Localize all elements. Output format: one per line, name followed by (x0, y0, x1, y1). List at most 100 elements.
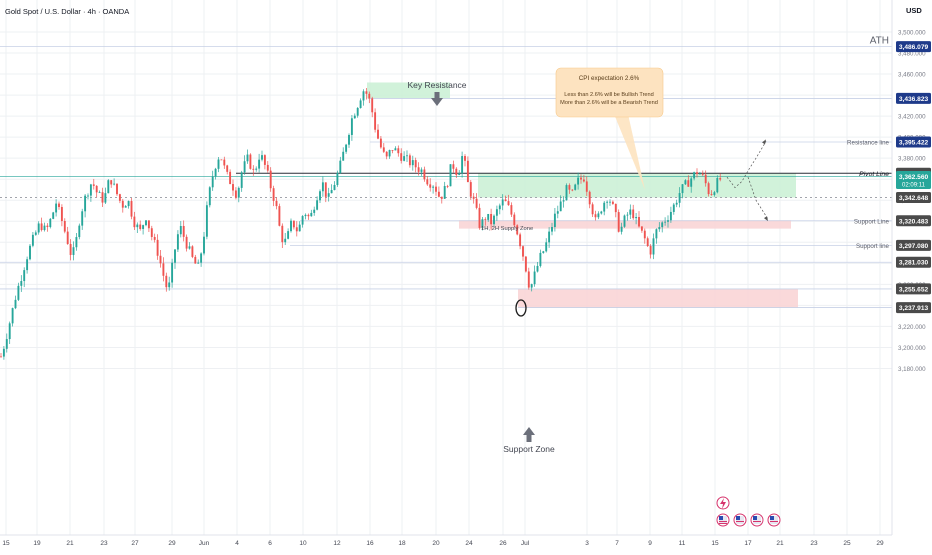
x-tick-label: 21 (66, 540, 74, 547)
candle-body (527, 271, 530, 288)
candle-body (562, 200, 565, 202)
candle-body (301, 216, 304, 225)
candle-body (226, 165, 229, 172)
candle-body (669, 211, 672, 221)
y-tick-label: 3,380.000 (898, 156, 926, 163)
candle-body (336, 172, 339, 185)
candle-body (542, 251, 545, 253)
candle-body (275, 200, 278, 207)
candle-body (437, 191, 440, 197)
candle-body (214, 168, 217, 177)
candle-body (194, 256, 197, 264)
x-tick-label: 23 (100, 540, 108, 547)
candle-body (698, 173, 701, 175)
candle-body (533, 271, 536, 285)
candle-body (391, 150, 394, 151)
candle-body (43, 225, 46, 231)
candle-body (403, 156, 406, 161)
candle-body (249, 154, 252, 169)
candle-body (582, 179, 585, 182)
x-tick-label: Jul (521, 540, 530, 547)
time-axis[interactable]: 15 19 21 23 27 29 Jun 4 6 10 12 16 18 20 24 26 Jul 3 7 9 11 1… (2, 540, 884, 547)
candle-body (8, 323, 11, 340)
candle-body (26, 259, 29, 271)
candle-body (75, 237, 78, 248)
price-badge-label: 3,395.422 (899, 139, 929, 146)
candle-body (185, 236, 188, 249)
candle-body (443, 186, 446, 199)
candle-body (643, 230, 646, 239)
candle-body (597, 213, 600, 218)
zone-rect (518, 288, 798, 308)
us-flag-event-icon (750, 513, 764, 527)
time-axis-background (0, 535, 932, 550)
candle-body (519, 234, 522, 247)
candle-body (23, 270, 26, 282)
candle-body (530, 284, 533, 288)
candle-body (498, 205, 501, 210)
candle-body (652, 238, 655, 255)
candle-body (609, 201, 611, 203)
candle-body (414, 160, 417, 168)
candle-body (513, 214, 516, 226)
x-tick-label: 20 (432, 540, 440, 547)
candle-body (165, 275, 168, 288)
x-tick-label: 3 (585, 540, 589, 547)
candle-body (417, 167, 420, 172)
y-tick-label: 3,180.000 (898, 366, 926, 373)
candle-body (716, 178, 719, 193)
price-badge-label: 3,281.030 (899, 260, 929, 267)
candle-body (545, 242, 548, 252)
candle-body (458, 173, 461, 175)
candle-body (150, 228, 153, 237)
y-tick-label: 3,460.000 (898, 72, 926, 79)
candle-body (374, 112, 377, 130)
candle-body (29, 245, 31, 260)
candle-body (60, 207, 63, 221)
price-badge-label: 3,320.483 (899, 218, 929, 225)
x-tick-label: 18 (398, 540, 406, 547)
candle-body (272, 188, 275, 201)
candle-body (588, 191, 591, 205)
candle-body (553, 213, 556, 228)
candle-body (95, 185, 98, 193)
candle-body (684, 180, 687, 185)
price-badge-countdown: 02:09:11 (902, 183, 926, 189)
candle-body (153, 236, 156, 240)
candle-body (658, 227, 661, 230)
candle-body (423, 169, 426, 180)
price-badge (896, 215, 931, 227)
candle-body (223, 159, 226, 166)
candle-body (472, 196, 475, 199)
candle-body (145, 220, 147, 226)
candle-body (342, 151, 345, 161)
candle-body (321, 182, 324, 192)
candle-body (466, 160, 469, 183)
candle-body (411, 160, 414, 166)
candle-body (130, 201, 133, 217)
candle-body (121, 200, 124, 208)
candle-body (11, 308, 14, 324)
candle-body (116, 183, 118, 195)
y-tick-label: 3,220.000 (898, 324, 926, 331)
projection-layer (726, 139, 769, 222)
key-resistance-label: Key Resistance (407, 80, 466, 90)
candle-body (139, 224, 142, 229)
x-tick-label: 6 (268, 540, 272, 547)
candle-body (284, 238, 287, 243)
candle-body (591, 204, 594, 215)
price-badge-label: 3,237.913 (899, 305, 929, 312)
us-flag-event-icon (767, 513, 781, 527)
callout-line-2: More than 2.6% will be a Bearish Trend (560, 100, 658, 106)
candle-body (388, 150, 391, 157)
candle-body (522, 246, 524, 257)
x-tick-label: 15 (2, 540, 10, 547)
candle-body (484, 219, 487, 220)
callout-title: CPI expectation 2.6% (579, 75, 640, 82)
candle-body (426, 179, 429, 185)
candle-body (113, 183, 116, 185)
candle-body (319, 191, 321, 201)
candle-body (667, 220, 669, 222)
candle-body (574, 184, 577, 190)
candle-body (629, 209, 632, 215)
